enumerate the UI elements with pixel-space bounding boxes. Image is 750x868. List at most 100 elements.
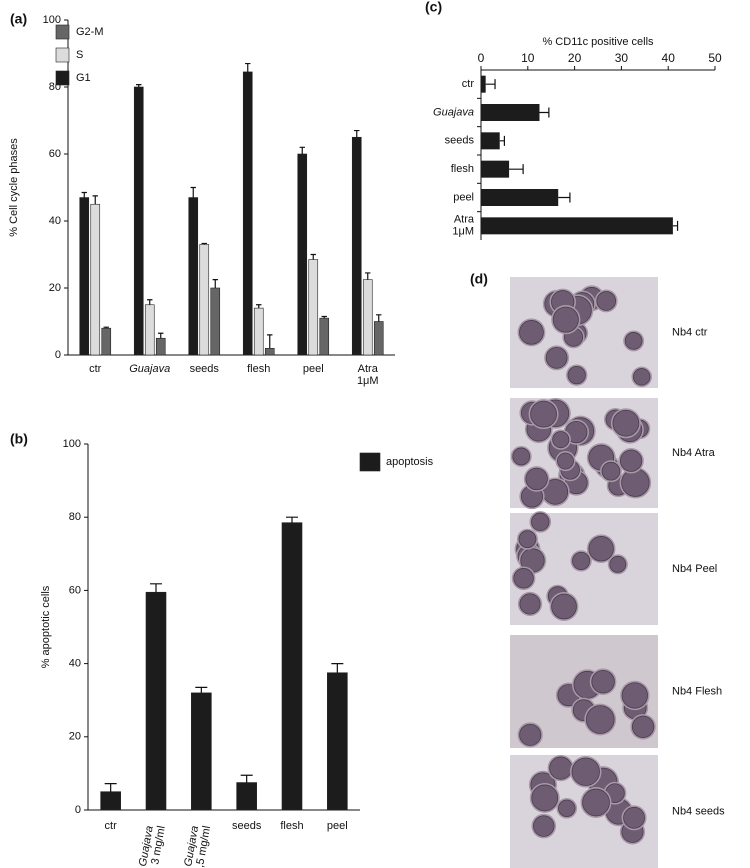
legend-swatch — [359, 452, 381, 472]
cell-nucleus — [551, 593, 577, 620]
legend-swatch — [55, 24, 70, 40]
y-tick-label: 40 — [69, 658, 81, 670]
y-tick-label: 0 — [75, 804, 81, 816]
cell-nucleus — [531, 512, 550, 532]
category-label: flesh — [280, 820, 303, 832]
cell-nucleus — [601, 461, 621, 481]
cell-nucleus — [612, 409, 640, 437]
category-label: Guajava — [433, 106, 474, 118]
x-tick-label: 0 — [478, 51, 485, 65]
error-bar — [190, 186, 196, 198]
x-tick-label: 50 — [708, 51, 722, 65]
category-label: ctr — [462, 78, 475, 90]
y-tick-label: 80 — [69, 511, 81, 523]
cell-nucleus — [512, 447, 531, 466]
category-label: Atra — [358, 363, 379, 375]
bar — [481, 132, 500, 150]
bar — [253, 307, 264, 356]
y-tick-label: 100 — [63, 438, 81, 450]
legend-swatch — [55, 47, 70, 63]
y-tick-label: 100 — [43, 14, 61, 26]
error-bar — [299, 146, 305, 154]
error-bar — [485, 79, 496, 90]
y-tick-label: 60 — [49, 148, 61, 160]
legend-label: apoptosis — [386, 456, 434, 468]
bar — [188, 197, 199, 356]
cell-nucleus — [582, 788, 610, 817]
error-bar — [310, 253, 316, 260]
category-label: 1μM — [452, 226, 474, 238]
bar — [481, 104, 540, 121]
error-bar — [256, 304, 262, 309]
cell-nucleus — [572, 551, 591, 570]
error-bar — [267, 334, 273, 349]
bar — [236, 782, 257, 811]
bar — [264, 347, 275, 356]
bar — [373, 321, 384, 356]
error-bar — [158, 332, 164, 339]
error-bar — [331, 663, 344, 673]
error-bar — [136, 84, 142, 87]
y-axis-label: % apoptotic cells — [40, 585, 52, 668]
y-tick-label: 20 — [49, 282, 61, 294]
micrograph-caption: Nb4 seeds — [672, 805, 725, 817]
bar — [210, 287, 221, 356]
category-label: flesh — [247, 363, 270, 375]
micrograph — [510, 754, 658, 868]
error-bar — [245, 62, 251, 72]
cell-nucleus — [623, 806, 645, 829]
bar — [327, 672, 348, 811]
error-bar — [92, 195, 98, 205]
x-tick-label: 40 — [662, 51, 676, 65]
bar — [351, 136, 362, 356]
bar — [191, 692, 212, 811]
x-tick-label: 30 — [615, 51, 629, 65]
category-label: Atra — [454, 214, 475, 226]
error-bar — [354, 129, 360, 138]
micrograph-caption: Nb4 ctr — [672, 326, 708, 338]
cell-nucleus — [571, 757, 600, 786]
bar — [133, 86, 144, 356]
cell-nucleus — [631, 715, 655, 738]
error-bar — [104, 783, 117, 792]
error-bar — [365, 272, 371, 280]
category-label: flesh — [451, 163, 474, 175]
error-bar — [321, 315, 327, 319]
cell-nucleus — [619, 449, 643, 472]
error-bar — [672, 220, 679, 231]
error-bar — [240, 774, 253, 783]
bar — [101, 327, 112, 356]
error-bar — [103, 326, 109, 329]
panel-label: (b) — [10, 431, 28, 447]
error-bar — [147, 299, 153, 305]
micrograph — [510, 511, 658, 625]
category-label: seeds — [445, 135, 475, 147]
error-bar — [558, 192, 571, 203]
error-bar — [150, 583, 162, 593]
cell-nucleus — [519, 723, 542, 746]
cell-nucleus — [552, 431, 570, 449]
legend-swatch — [55, 70, 70, 86]
panel-label: (a) — [10, 11, 27, 27]
cell-nucleus — [609, 555, 627, 573]
cell-nucleus — [513, 568, 534, 589]
cell-nucleus — [621, 682, 648, 709]
error-bar — [201, 242, 207, 245]
category-label: 1μM — [357, 375, 379, 387]
bar — [144, 304, 155, 356]
category-label: ctr — [105, 820, 118, 832]
x-tick-label: 20 — [568, 51, 582, 65]
micrograph — [510, 277, 658, 388]
cell-nucleus — [552, 306, 579, 333]
bar — [481, 217, 673, 235]
cell-nucleus — [545, 346, 568, 369]
cell-nucleus — [585, 705, 615, 734]
micrograph-caption: Nb4 Atra — [672, 447, 716, 459]
bar — [319, 317, 330, 356]
y-tick-label: 0 — [55, 349, 61, 361]
category-label: Guajava — [129, 363, 170, 375]
cell-nucleus — [530, 400, 557, 428]
cell-nucleus — [588, 536, 614, 562]
error-bar — [195, 686, 208, 693]
